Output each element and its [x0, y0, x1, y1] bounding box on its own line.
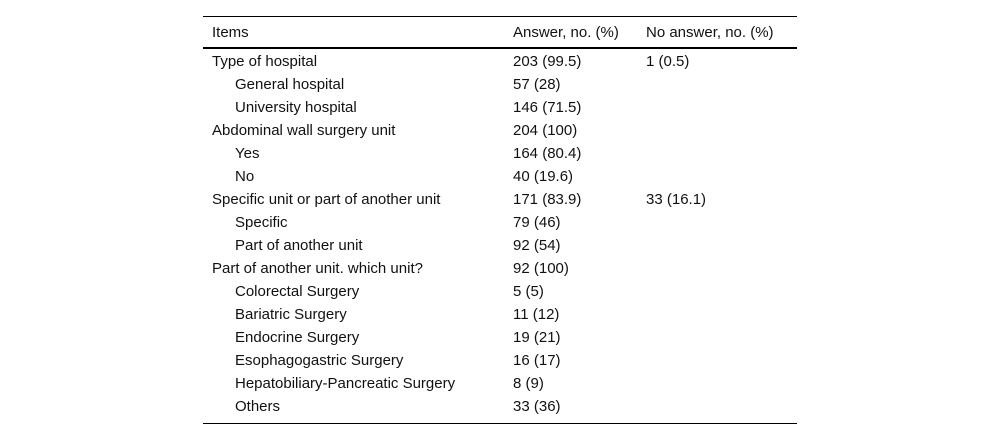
answer-value: 11 (12): [513, 306, 560, 323]
table-row: Specific unit or part of another unit 171…: [203, 188, 797, 211]
answer-value: 40 (19.6): [513, 168, 574, 185]
table-row: Esophagogastric Surgery 16 (17): [203, 349, 797, 372]
no-answer-value: [646, 303, 797, 326]
no-answer-value: [646, 395, 797, 418]
table-row: Hepatobiliary-Pancreatic Surgery 8 (9): [203, 372, 797, 395]
item-label: Endocrine Surgery: [235, 329, 360, 346]
answer-value: 57 (28): [513, 76, 561, 93]
item-label: General hospital: [235, 76, 345, 93]
table-row: Colorectal Surgery 5 (5): [203, 280, 797, 303]
item-label: University hospital: [235, 99, 357, 116]
table-row: No 40 (19.6): [203, 165, 797, 188]
item-label: Others: [235, 398, 281, 415]
item-label: Colorectal Surgery: [235, 283, 360, 300]
answer-value: 171 (83.9): [513, 191, 582, 208]
answer-value: 33 (36): [513, 398, 561, 415]
table-row: Specific 79 (46): [203, 211, 797, 234]
no-answer-value: [646, 326, 797, 349]
no-answer-value: [646, 349, 797, 372]
answer-value: 79 (46): [513, 214, 561, 231]
column-header-answer: Answer, no. (%): [513, 23, 619, 41]
no-answer-value: 1 (0.5): [646, 53, 690, 70]
no-answer-value: [646, 96, 797, 119]
table-row: Abdominal wall surgery unit 204 (100): [203, 119, 797, 142]
no-answer-value: [646, 73, 797, 96]
answer-value: 19 (21): [513, 329, 561, 346]
table-body: Type of hospital 203 (99.5) 1 (0.5) General…: [203, 49, 797, 423]
item-label: Part of another unit. which unit?: [212, 260, 423, 277]
table-row: Others 33 (36): [203, 395, 797, 418]
answer-value: 5 (5): [513, 283, 544, 300]
answer-value: 92 (54): [513, 237, 561, 254]
item-label: No: [235, 168, 255, 185]
item-label: Part of another unit: [235, 237, 363, 254]
item-label: Esophagogastric Surgery: [235, 352, 404, 369]
answer-value: 92 (100): [513, 260, 569, 277]
answer-value: 164 (80.4): [513, 145, 582, 162]
no-answer-value: [646, 142, 797, 165]
item-label: Yes: [235, 145, 260, 162]
table-row: Part of another unit 92 (54): [203, 234, 797, 257]
column-header-no-answer: No answer, no. (%): [646, 23, 774, 41]
item-label: Specific unit or part of another unit: [212, 191, 441, 208]
item-label: Hepatobiliary-Pancreatic Surgery: [235, 375, 456, 392]
answer-value: 16 (17): [513, 352, 561, 369]
item-label: Bariatric Surgery: [235, 306, 347, 323]
results-table: Items Answer, no. (%) No answer, no. (%)…: [203, 16, 797, 424]
no-answer-value: [646, 372, 797, 395]
no-answer-value: 33 (16.1): [646, 191, 707, 208]
table-row: General hospital 57 (28): [203, 73, 797, 96]
item-label: Specific: [235, 214, 288, 231]
no-answer-value: [646, 257, 797, 280]
no-answer-value: [646, 280, 797, 303]
table-row: Part of another unit. which unit? 92 (100…: [203, 257, 797, 280]
table-header-row: Items Answer, no. (%) No answer, no. (%): [203, 17, 797, 49]
answer-value: 204 (100): [513, 122, 578, 139]
table-row: Endocrine Surgery 19 (21): [203, 326, 797, 349]
column-header-items: Items: [212, 23, 249, 41]
no-answer-value: [646, 165, 797, 188]
item-label: Abdominal wall surgery unit: [212, 122, 396, 139]
table-row: University hospital 146 (71.5): [203, 96, 797, 119]
no-answer-value: [646, 119, 797, 142]
no-answer-value: [646, 211, 797, 234]
answer-value: 146 (71.5): [513, 99, 582, 116]
no-answer-value: [646, 234, 797, 257]
table-row: Yes 164 (80.4): [203, 142, 797, 165]
item-label: Type of hospital: [212, 53, 318, 70]
answer-value: 203 (99.5): [513, 53, 582, 70]
table-row: Bariatric Surgery 11 (12): [203, 303, 797, 326]
answer-value: 8 (9): [513, 375, 544, 392]
table-row: Type of hospital 203 (99.5) 1 (0.5): [203, 50, 797, 73]
